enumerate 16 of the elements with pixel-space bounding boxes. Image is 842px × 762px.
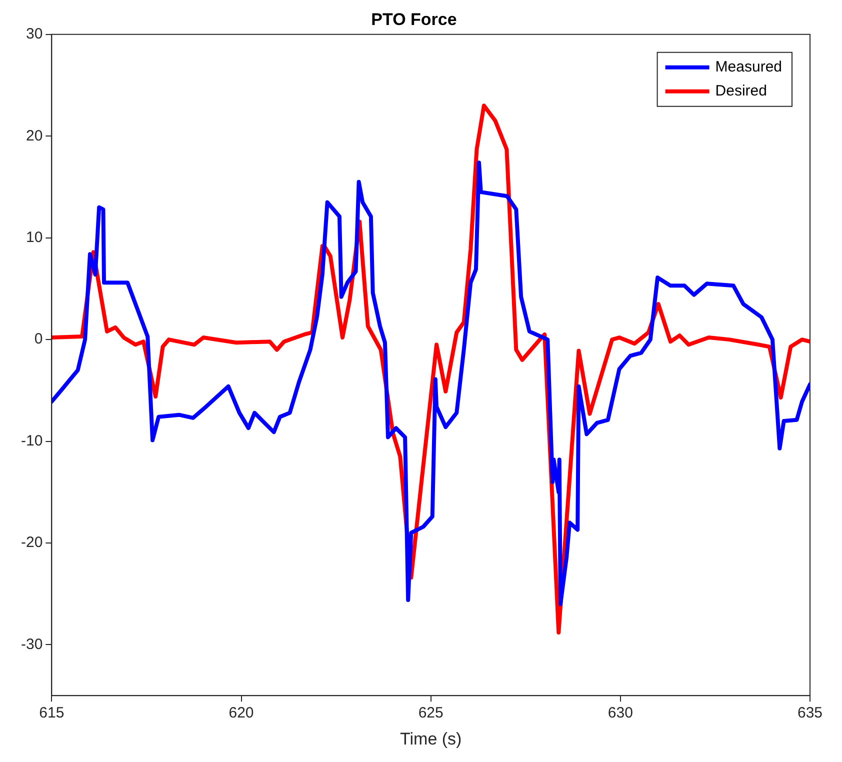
y-tick-label: -30 bbox=[20, 636, 43, 653]
y-tick-label: 10 bbox=[26, 228, 43, 246]
x-tick-label: 615 bbox=[39, 704, 64, 722]
y-tick-label: -10 bbox=[20, 432, 43, 450]
x-tick-label: 635 bbox=[797, 704, 823, 722]
chart-title: PTO Force bbox=[371, 10, 457, 29]
y-tick-label: 20 bbox=[26, 127, 43, 144]
y-tick-label: 0 bbox=[34, 330, 43, 348]
x-axis-title: Time (s) bbox=[400, 729, 462, 748]
x-tick-label: 620 bbox=[228, 704, 254, 722]
y-tick-label: -20 bbox=[20, 534, 43, 552]
x-tick-label: 625 bbox=[418, 704, 444, 722]
legend-label: Measured bbox=[715, 58, 782, 76]
y-tick-label: 30 bbox=[26, 26, 43, 43]
legend-label: Desired bbox=[715, 82, 767, 100]
x-tick-label: 630 bbox=[608, 704, 633, 722]
